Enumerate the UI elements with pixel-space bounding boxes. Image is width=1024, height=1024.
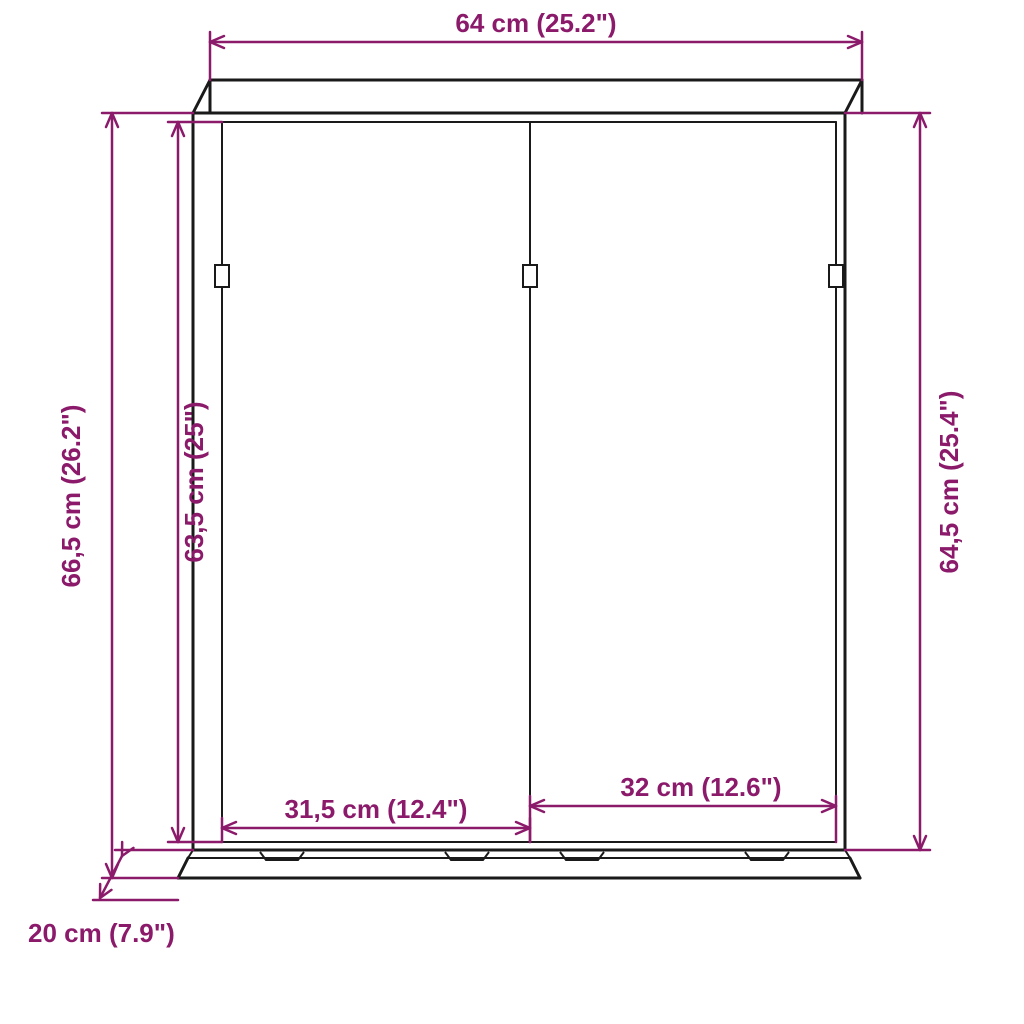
dim-right-height-label: 64,5 cm (25.4") [934,391,964,574]
dim-depth-label: 20 cm (7.9") [28,918,175,948]
dim-bottom-left-label: 31,5 cm (12.4") [285,794,468,824]
hinge-2 [829,265,843,287]
hinge-1 [523,265,537,287]
dim-bottom-right-label: 32 cm (12.6") [620,772,781,802]
base-right [850,858,860,878]
dim-left-outer-height-label: 66,5 cm (26.2") [56,405,86,588]
depth-top-right [845,80,862,113]
base-left [178,858,188,878]
dim-left-inner-height-label: 63,5 cm (25") [179,401,209,562]
depth-top-left [193,80,210,113]
hinge-0 [215,265,229,287]
dim-top-width-label: 64 cm (25.2") [455,8,616,38]
